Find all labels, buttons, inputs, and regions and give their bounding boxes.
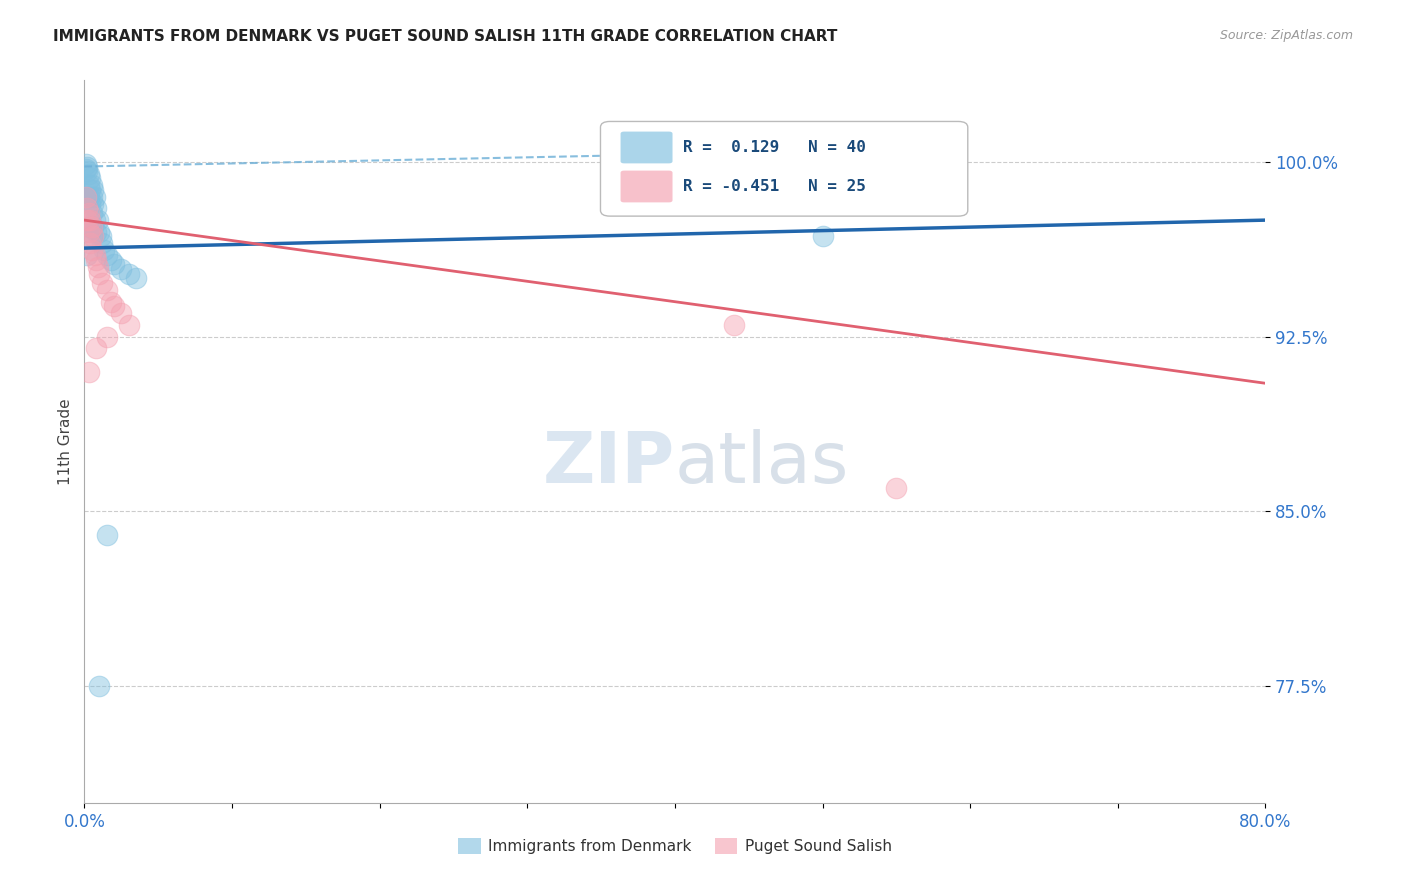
Point <box>79 225 101 239</box>
Point <box>80 229 103 244</box>
Point <box>82 220 104 235</box>
Point <box>76 248 98 262</box>
Point <box>110 262 132 277</box>
Point <box>96 329 118 343</box>
Point <box>100 294 122 309</box>
Point <box>83 248 105 262</box>
Text: ZIP: ZIP <box>543 429 675 498</box>
Point <box>82 229 104 244</box>
Point <box>79 213 101 227</box>
Point <box>75 190 97 204</box>
Point <box>90 229 112 244</box>
Point <box>80 244 103 258</box>
Point <box>76 190 98 204</box>
Point <box>86 213 108 227</box>
FancyBboxPatch shape <box>620 132 672 163</box>
Text: R =  0.129   N = 40: R = 0.129 N = 40 <box>683 140 866 155</box>
Point <box>103 299 125 313</box>
Text: atlas: atlas <box>675 429 849 498</box>
Point <box>811 229 834 244</box>
Point <box>100 252 122 267</box>
Point <box>886 481 908 495</box>
Point <box>82 196 104 211</box>
Point <box>91 276 114 290</box>
Point <box>77 225 100 239</box>
Y-axis label: 11th Grade: 11th Grade <box>58 398 73 485</box>
Point <box>76 164 98 178</box>
Point <box>125 271 148 285</box>
Point <box>118 267 141 281</box>
Point <box>80 220 103 235</box>
Point <box>75 161 97 176</box>
Point <box>77 167 100 181</box>
Point <box>96 528 118 542</box>
Point <box>84 341 107 355</box>
Point <box>75 157 97 171</box>
Point <box>80 190 103 204</box>
Point <box>91 236 114 251</box>
Point <box>80 206 103 220</box>
Point <box>79 183 101 197</box>
Point <box>723 318 745 332</box>
Point <box>76 213 98 227</box>
Point <box>118 318 141 332</box>
Point <box>96 283 118 297</box>
Point <box>77 220 100 235</box>
Point <box>77 190 100 204</box>
Point <box>77 206 100 220</box>
Point <box>76 202 98 216</box>
Point <box>76 213 98 227</box>
Point <box>76 160 98 174</box>
Point <box>84 202 107 216</box>
Point <box>84 225 107 239</box>
Point <box>79 171 101 186</box>
Point <box>87 267 111 281</box>
Point <box>86 260 108 274</box>
Point <box>80 178 103 193</box>
Point <box>79 196 101 211</box>
Text: R = -0.451   N = 25: R = -0.451 N = 25 <box>683 179 866 194</box>
Text: Source: ZipAtlas.com: Source: ZipAtlas.com <box>1219 29 1353 42</box>
Point <box>103 257 125 271</box>
Text: IMMIGRANTS FROM DENMARK VS PUGET SOUND SALISH 11TH GRADE CORRELATION CHART: IMMIGRANTS FROM DENMARK VS PUGET SOUND S… <box>53 29 838 44</box>
Point <box>87 225 111 239</box>
Legend: Immigrants from Denmark, Puget Sound Salish: Immigrants from Denmark, Puget Sound Sal… <box>451 832 898 860</box>
FancyBboxPatch shape <box>620 170 672 202</box>
Point <box>83 190 105 204</box>
Point <box>83 213 105 227</box>
Point <box>77 178 100 193</box>
FancyBboxPatch shape <box>600 121 967 216</box>
Point <box>84 252 107 267</box>
Point <box>87 679 111 693</box>
Point <box>96 248 118 262</box>
Point <box>77 365 100 379</box>
Point <box>79 236 101 251</box>
Point <box>110 306 132 320</box>
Point <box>93 244 115 258</box>
Point <box>82 183 104 197</box>
